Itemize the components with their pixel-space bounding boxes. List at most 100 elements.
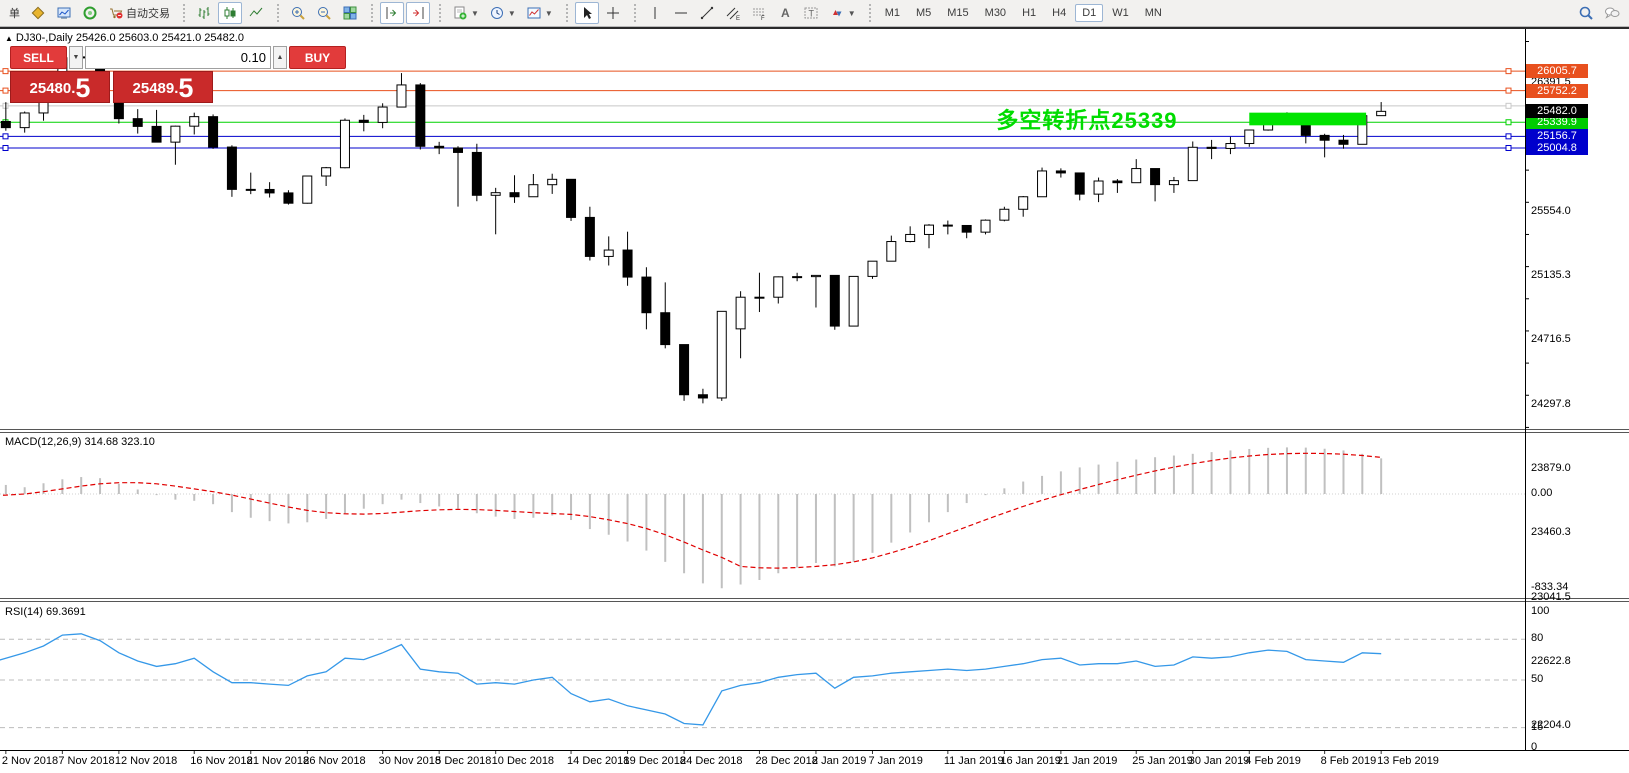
candlestick bbox=[471, 151, 482, 196]
toolbar-btn-crosshair[interactable] bbox=[601, 2, 625, 24]
toolbar-btn-chat[interactable] bbox=[1600, 2, 1624, 24]
candlestick bbox=[697, 394, 708, 399]
buy-price-box[interactable]: 25489. 5 bbox=[113, 71, 213, 103]
candlestick bbox=[566, 178, 577, 218]
toolbar-btn-auto-scroll[interactable] bbox=[406, 2, 430, 24]
panel-divider-macd[interactable] bbox=[0, 429, 1629, 433]
line-handle bbox=[2, 144, 9, 151]
candlestick bbox=[434, 145, 445, 149]
price-badge: 25004.8 bbox=[1526, 140, 1588, 155]
candlestick bbox=[905, 233, 916, 243]
toolbar-btn-zoom-out[interactable] bbox=[312, 2, 336, 24]
candlestick bbox=[1037, 170, 1048, 198]
pivot-annotation-text[interactable]: 多空转折点25339 bbox=[996, 107, 1178, 133]
time-axis-label: 21 Nov 2018 bbox=[246, 755, 310, 767]
toolbar-btn-market-watch[interactable] bbox=[52, 2, 76, 24]
price-tick-label: 24716.5 bbox=[1531, 333, 1571, 346]
macd-label: MACD(12,26,9) 314.68 323.10 bbox=[5, 436, 155, 448]
candlestick bbox=[1018, 196, 1029, 210]
candlestick bbox=[358, 119, 369, 123]
toolbar-btn-tf-m15[interactable]: M15 bbox=[947, 7, 969, 19]
toolbar-btn-new-order[interactable]: 单 bbox=[9, 8, 20, 20]
toolbar-btn-tf-h4[interactable]: H4 bbox=[1052, 7, 1067, 19]
toolbar-btn-chart-window[interactable] bbox=[26, 2, 50, 24]
candlestick bbox=[189, 116, 200, 127]
toolbar-btn-fibonacci[interactable]: F bbox=[747, 2, 771, 24]
toolbar-btn-tile-windows[interactable] bbox=[338, 2, 362, 24]
time-axis-border bbox=[0, 750, 1629, 751]
price-badge: 25482.0 bbox=[1526, 104, 1588, 119]
candlestick bbox=[735, 296, 746, 330]
candlestick bbox=[377, 106, 388, 123]
price-tick-label: 23879.0 bbox=[1531, 461, 1571, 474]
toolbar-btn-tf-d1[interactable]: D1 bbox=[1075, 4, 1104, 22]
sell-price-box[interactable]: 25480. 5 bbox=[10, 71, 110, 103]
toolbar-btn-text[interactable]: A bbox=[773, 2, 797, 24]
toolbar-btn-periods[interactable]: ▼ bbox=[485, 2, 520, 24]
chat-icon bbox=[1605, 7, 1620, 19]
toolbar-btn-equidistant-channel[interactable]: E bbox=[721, 2, 745, 24]
line-handle bbox=[1505, 68, 1512, 75]
buy-button[interactable]: BUY bbox=[289, 46, 346, 69]
dropdown-arrow-icon: ▼ bbox=[507, 8, 516, 18]
toolbar-btn-tf-m5[interactable]: M5 bbox=[915, 7, 932, 19]
candlestick bbox=[848, 275, 859, 327]
volume-increase-button[interactable]: ▲ bbox=[273, 46, 287, 69]
time-axis-label: 4 Feb 2019 bbox=[1245, 755, 1301, 767]
toolbar-btn-arrows[interactable]: ▼ bbox=[825, 2, 860, 24]
toolbar-btn-search[interactable] bbox=[1574, 2, 1598, 24]
chart-canvas[interactable] bbox=[0, 29, 1629, 773]
candlestick bbox=[924, 224, 934, 235]
toolbar-btn-tf-mn[interactable]: MN bbox=[1144, 7, 1162, 19]
toolbar-btn-line-chart[interactable] bbox=[244, 2, 268, 24]
candlestick-series[interactable] bbox=[0, 50, 1387, 404]
candlestick bbox=[829, 274, 840, 327]
toolbar-btn-candlestick-chart[interactable] bbox=[218, 2, 242, 24]
svg-text:E: E bbox=[736, 16, 740, 21]
candlestick bbox=[754, 296, 765, 299]
toolbar-btn-indicators[interactable]: ▼ bbox=[448, 2, 483, 24]
candlestick bbox=[641, 276, 652, 314]
toolbar-btn-cursor[interactable] bbox=[574, 2, 599, 24]
one-click-trade-panel: SELL ▼ ▲ BUY 25480.5 25489.5 bbox=[10, 46, 346, 103]
line-handle bbox=[1505, 144, 1512, 151]
volume-decrease-button[interactable]: ▼ bbox=[69, 46, 83, 69]
toolbar-btn-templates[interactable]: ▼ bbox=[522, 2, 557, 24]
candlestick bbox=[1150, 168, 1161, 186]
sell-button[interactable]: SELL bbox=[10, 46, 67, 69]
toolbar-btn-bar-chart[interactable] bbox=[192, 2, 216, 24]
price-tick-label: 22204.0 bbox=[1531, 719, 1571, 732]
toolbar-btn-text-label[interactable]: T bbox=[799, 2, 823, 24]
chart-shift-icon bbox=[386, 7, 397, 19]
toolbar-btn-vertical-line[interactable] bbox=[643, 2, 667, 24]
time-axis-label: 30 Nov 2018 bbox=[378, 755, 442, 767]
toolbar-grip bbox=[868, 4, 873, 22]
collapse-triangle-icon[interactable]: ▲ bbox=[5, 34, 13, 43]
panel-divider-rsi[interactable] bbox=[0, 598, 1629, 602]
toolbar-btn-auto-trading[interactable]: 自动交易 bbox=[104, 2, 174, 24]
highlight-rectangle-object[interactable] bbox=[1249, 112, 1367, 126]
candlestick bbox=[980, 219, 991, 233]
price-tick-label: 50 bbox=[1531, 673, 1544, 685]
toolbar-btn-tf-m30[interactable]: M30 bbox=[984, 7, 1007, 19]
line-handle bbox=[2, 133, 9, 140]
toolbar-btn-tf-h1[interactable]: H1 bbox=[1022, 7, 1037, 19]
time-axis-label: 24 Dec 2018 bbox=[680, 755, 743, 767]
price-tick-label: 80 bbox=[1531, 632, 1544, 644]
toolbar-btn-zoom-in[interactable] bbox=[286, 2, 310, 24]
candlestick bbox=[1055, 170, 1066, 174]
toolbar-btn-trendline[interactable] bbox=[695, 2, 719, 24]
toolbar-btn-chart-shift[interactable] bbox=[380, 2, 404, 24]
toolbar-btn-tf-w1[interactable]: W1 bbox=[1112, 7, 1129, 19]
dropdown-arrow-icon: ▼ bbox=[847, 8, 856, 18]
toolbar-group-objects: E F A T ▼ bbox=[642, 2, 861, 24]
volume-input[interactable] bbox=[85, 46, 271, 69]
toolbar-group-insert: ▼ ▼ ▼ bbox=[447, 2, 558, 24]
cursor-icon bbox=[583, 7, 592, 19]
candlestick bbox=[792, 276, 803, 279]
toolbar-btn-tf-m1[interactable]: M1 bbox=[884, 7, 900, 19]
price-tick-label: 0 bbox=[1531, 741, 1538, 753]
toolbar-btn-horizontal-line[interactable] bbox=[669, 2, 693, 24]
horizontal-line-objects[interactable] bbox=[0, 68, 1525, 151]
toolbar-btn-navigator[interactable] bbox=[78, 2, 102, 24]
